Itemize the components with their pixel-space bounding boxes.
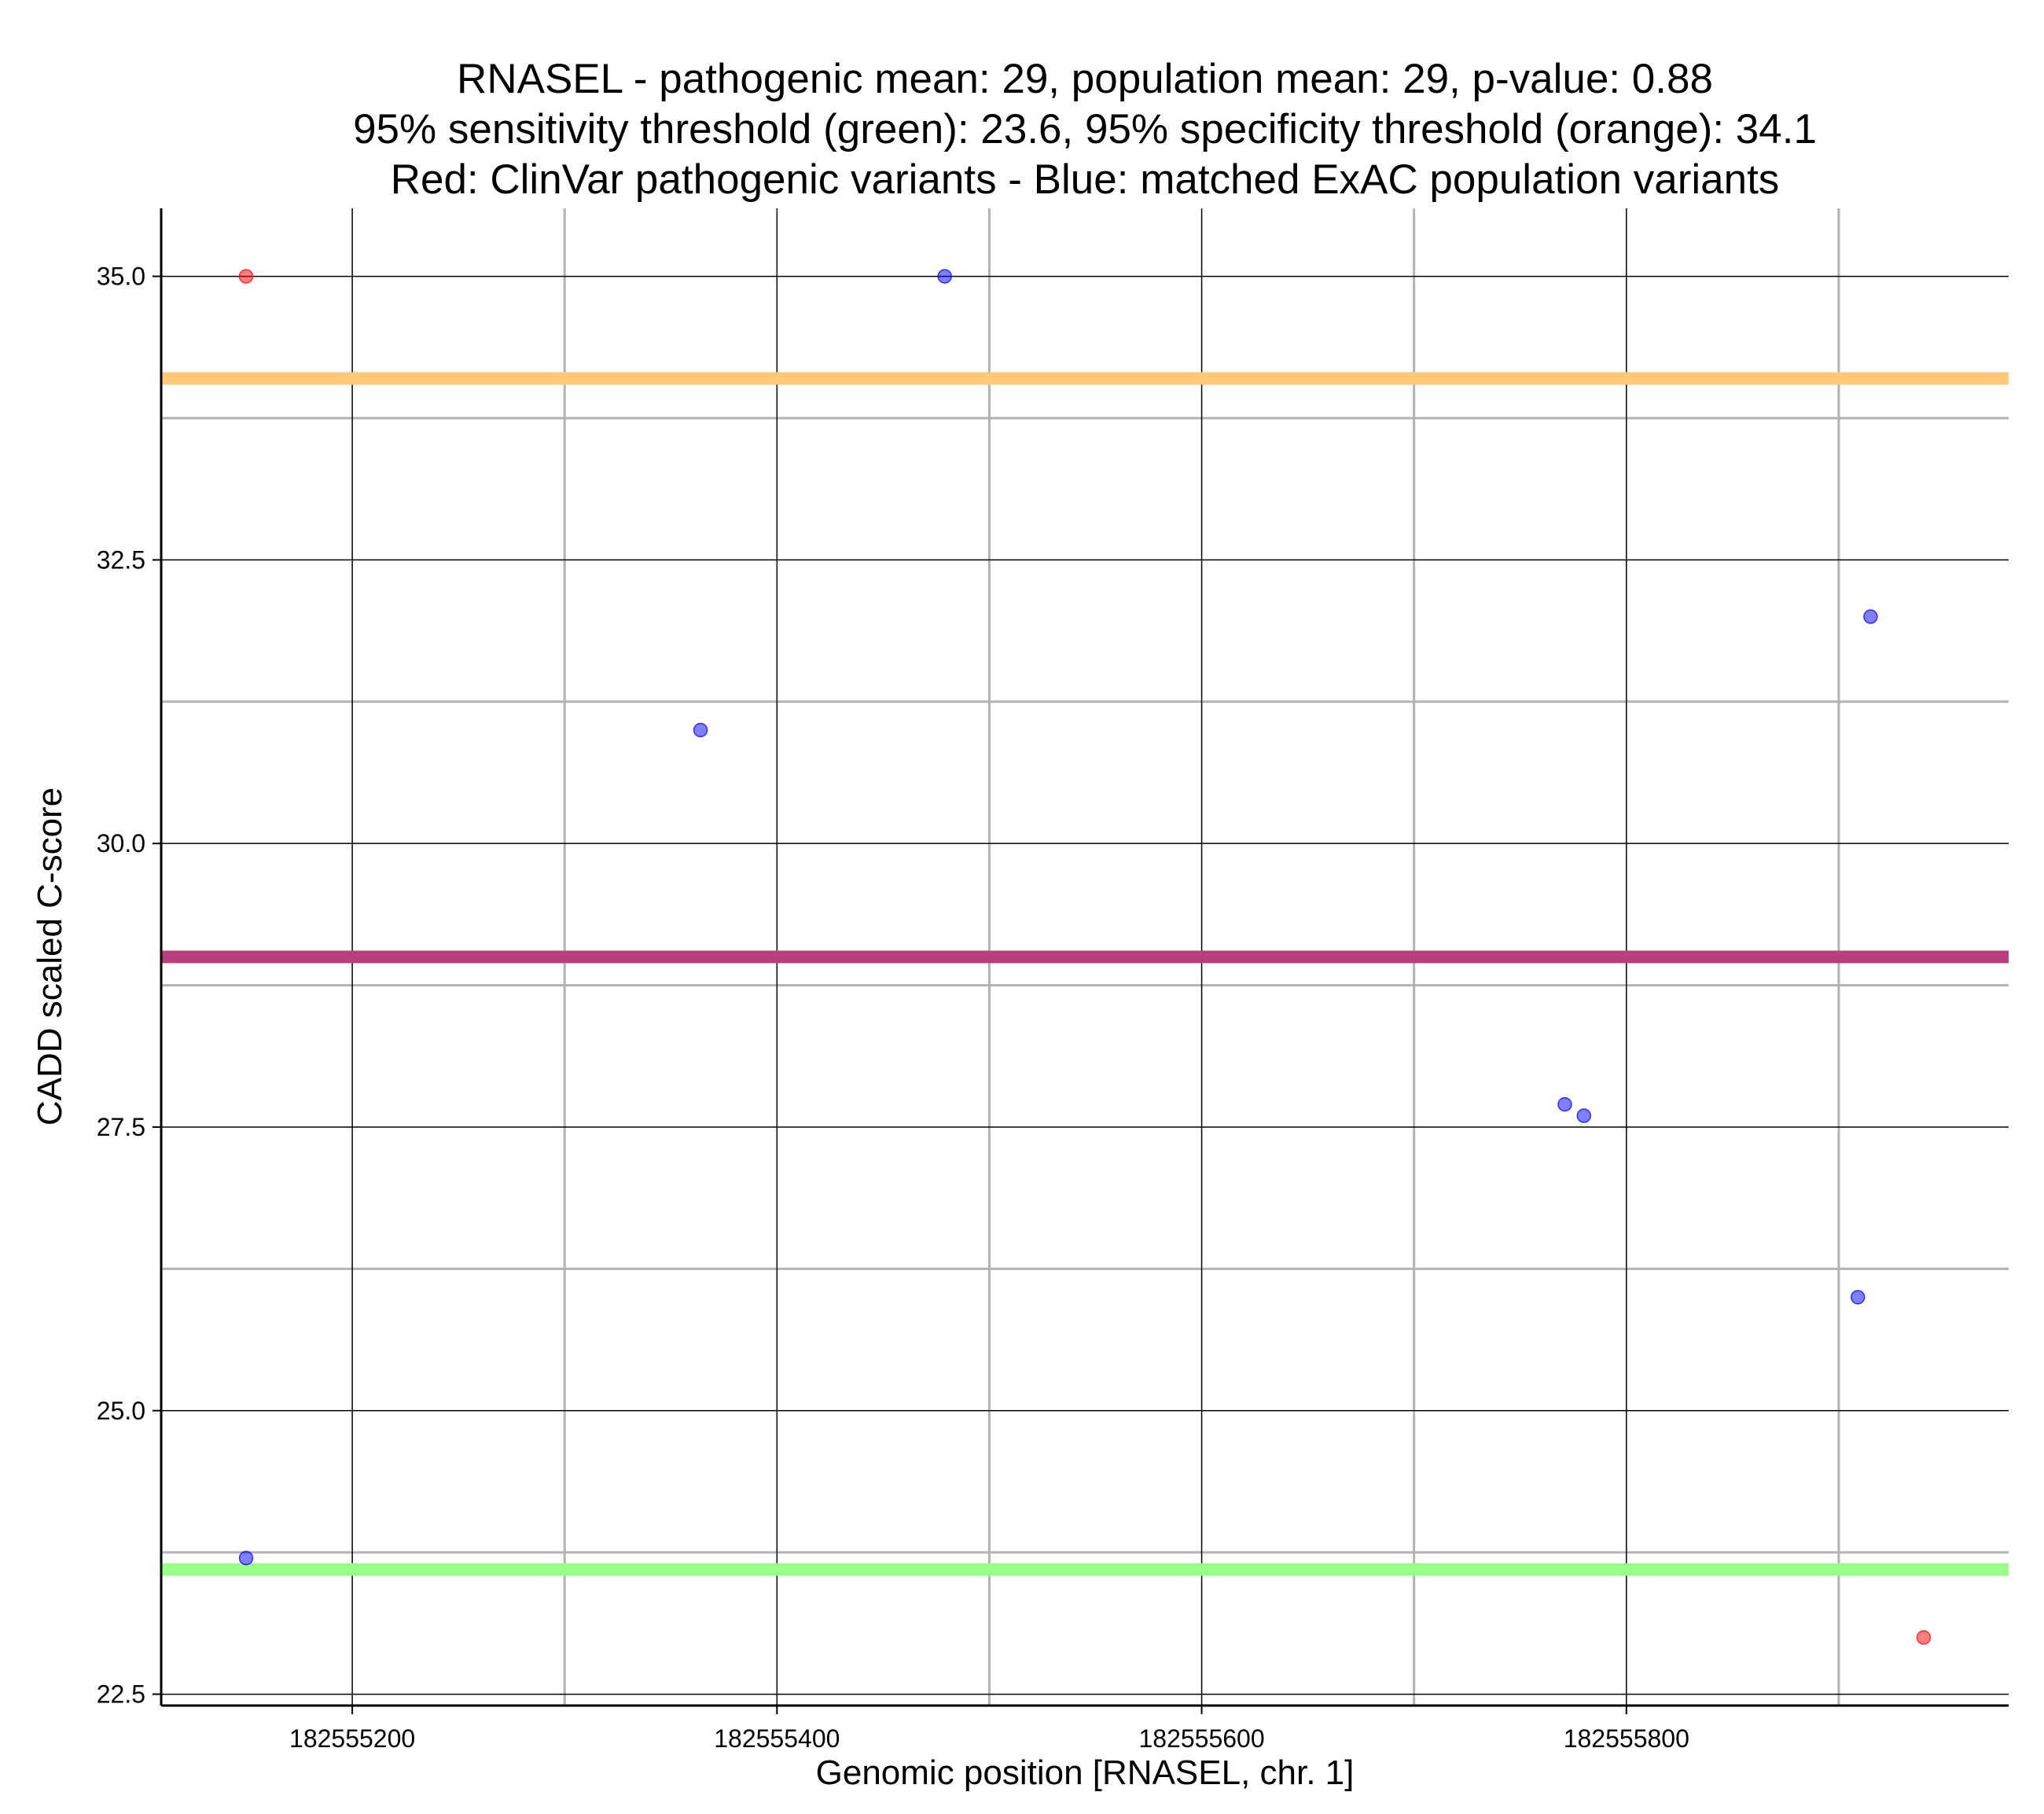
y-tick-label: 32.5 bbox=[97, 545, 145, 574]
title-line-3: Red: ClinVar pathogenic variants - Blue:… bbox=[391, 156, 1780, 203]
x-tick-label: 182555400 bbox=[714, 1724, 840, 1753]
data-point bbox=[693, 722, 708, 738]
y-tick-label: 35.0 bbox=[97, 263, 145, 291]
x-tick-label: 182555600 bbox=[1138, 1724, 1264, 1753]
data-point bbox=[238, 1551, 254, 1566]
chart-title: RNASEL - pathogenic mean: 29, population… bbox=[353, 56, 1817, 203]
data-point bbox=[1850, 1290, 1866, 1305]
y-tick-label: 25.0 bbox=[97, 1397, 145, 1425]
x-tick-label: 182555200 bbox=[289, 1724, 415, 1753]
x-axis-title: Genomic position [RNASEL, chr. 1] bbox=[816, 1753, 1355, 1792]
x-tick-label: 182555800 bbox=[1564, 1724, 1689, 1753]
title-line-2: 95% sensitivity threshold (green): 23.6,… bbox=[353, 106, 1817, 152]
data-point bbox=[1576, 1108, 1592, 1123]
axis-lines bbox=[160, 208, 2009, 1707]
data-point bbox=[1557, 1096, 1572, 1112]
x-axis-ticks: 182555200 182555400 182555600 182555800 bbox=[289, 1706, 1689, 1753]
data-point bbox=[238, 269, 254, 284]
y-axis-title: CADD scaled C-score bbox=[31, 788, 69, 1125]
y-tick-label: 30.0 bbox=[97, 829, 145, 857]
y-axis-ticks: 22.5 25.0 27.5 30.0 32.5 35.0 bbox=[97, 263, 161, 1709]
title-line-1: RNASEL - pathogenic mean: 29, population… bbox=[457, 56, 1713, 102]
data-point bbox=[937, 269, 952, 284]
minor-gridlines bbox=[161, 208, 2009, 1706]
y-tick-label: 22.5 bbox=[97, 1680, 145, 1709]
data-points bbox=[238, 269, 1932, 1645]
threshold-lines bbox=[161, 372, 2009, 1576]
data-point bbox=[1916, 1630, 1932, 1645]
data-point bbox=[1863, 609, 1878, 624]
y-tick-label: 27.5 bbox=[97, 1113, 145, 1141]
